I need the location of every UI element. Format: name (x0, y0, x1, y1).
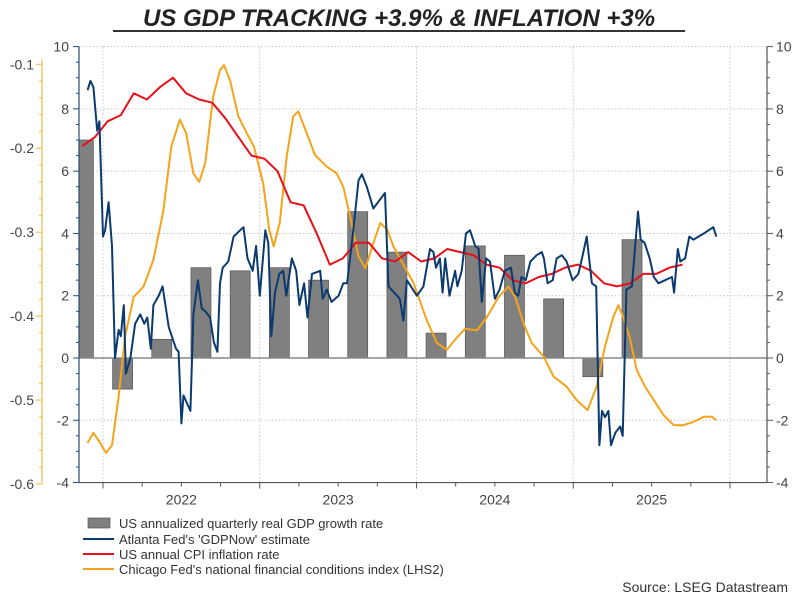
chart-title: US GDP TRACKING +3.9% & INFLATION +3% (143, 5, 655, 32)
x-axis-tick-label: 2022 (166, 492, 197, 508)
gdp-bars (79, 139, 643, 390)
axes: 10 8 6 4 2 0 -2 -4 10 8 6 4 2 0 -2 -4 -0.1 -0.2 -0.3 -0.4 -0… (10, 39, 792, 508)
gdp-bar (347, 211, 369, 359)
left2-axis-tick-label: -0.2 (10, 140, 34, 156)
left-axis-tick-label: 6 (61, 163, 69, 179)
right-axis-tick-label: -4 (776, 475, 789, 491)
right-axis-tick-label: 6 (776, 163, 784, 179)
nfci-line (86, 64, 717, 454)
left2-axis-tick-label: -0.1 (10, 56, 34, 72)
legend-swatch-gdp-bars (87, 517, 111, 529)
left2-axis-tick-label: -0.3 (10, 224, 34, 240)
right-axis-tick-label: 2 (776, 288, 784, 304)
legend-label-gdp-bars: US annualized quarterly real GDP growth … (119, 516, 383, 531)
left2-axis-tick-label: -0.4 (10, 308, 34, 324)
right-axis-tick-label: 4 (776, 225, 784, 241)
left-axis-tick-label: 10 (53, 39, 69, 55)
left-axis-tick-label: -2 (57, 412, 70, 428)
gdp-bar (151, 338, 173, 359)
legend-label-nfci: Chicago Fed's national financial conditi… (119, 562, 444, 577)
series-lines (81, 64, 718, 454)
left-axis-tick-label: -4 (57, 475, 70, 491)
left2-axis-tick-label: -0.6 (10, 476, 34, 492)
right-axis-tick-label: -2 (776, 412, 789, 428)
grid (79, 46, 767, 483)
source-note: Source: LSEG Datastream (622, 579, 788, 595)
legend: US annualized quarterly real GDP growth … (83, 516, 444, 577)
left2-axis-tick-label: -0.5 (10, 392, 34, 408)
gdp-bar (543, 298, 565, 359)
legend-label-cpi: US annual CPI inflation rate (119, 547, 279, 562)
x-axis-tick-label: 2023 (323, 492, 354, 508)
right-axis-tick-label: 0 (776, 350, 784, 366)
left-axis-tick-label: 0 (61, 350, 69, 366)
right-axis-tick-label: 8 (776, 101, 784, 117)
gdpnow-line (86, 79, 718, 447)
left-axis-tick-label: 4 (61, 225, 69, 241)
legend-label-gdpnow: Atlanta Fed's 'GDPNow' estimate (119, 532, 310, 547)
cpi-line (81, 76, 683, 288)
left-axis-tick-label: 8 (61, 101, 69, 117)
right-axis-tick-label: 10 (776, 39, 792, 55)
x-axis-tick-label: 2025 (636, 492, 667, 508)
left-axis-tick-label: 2 (61, 288, 69, 304)
gdp-bar (229, 270, 251, 359)
gdp-bar (425, 332, 447, 359)
gdp-bar (504, 254, 525, 359)
x-axis-tick-label: 2024 (479, 492, 510, 508)
